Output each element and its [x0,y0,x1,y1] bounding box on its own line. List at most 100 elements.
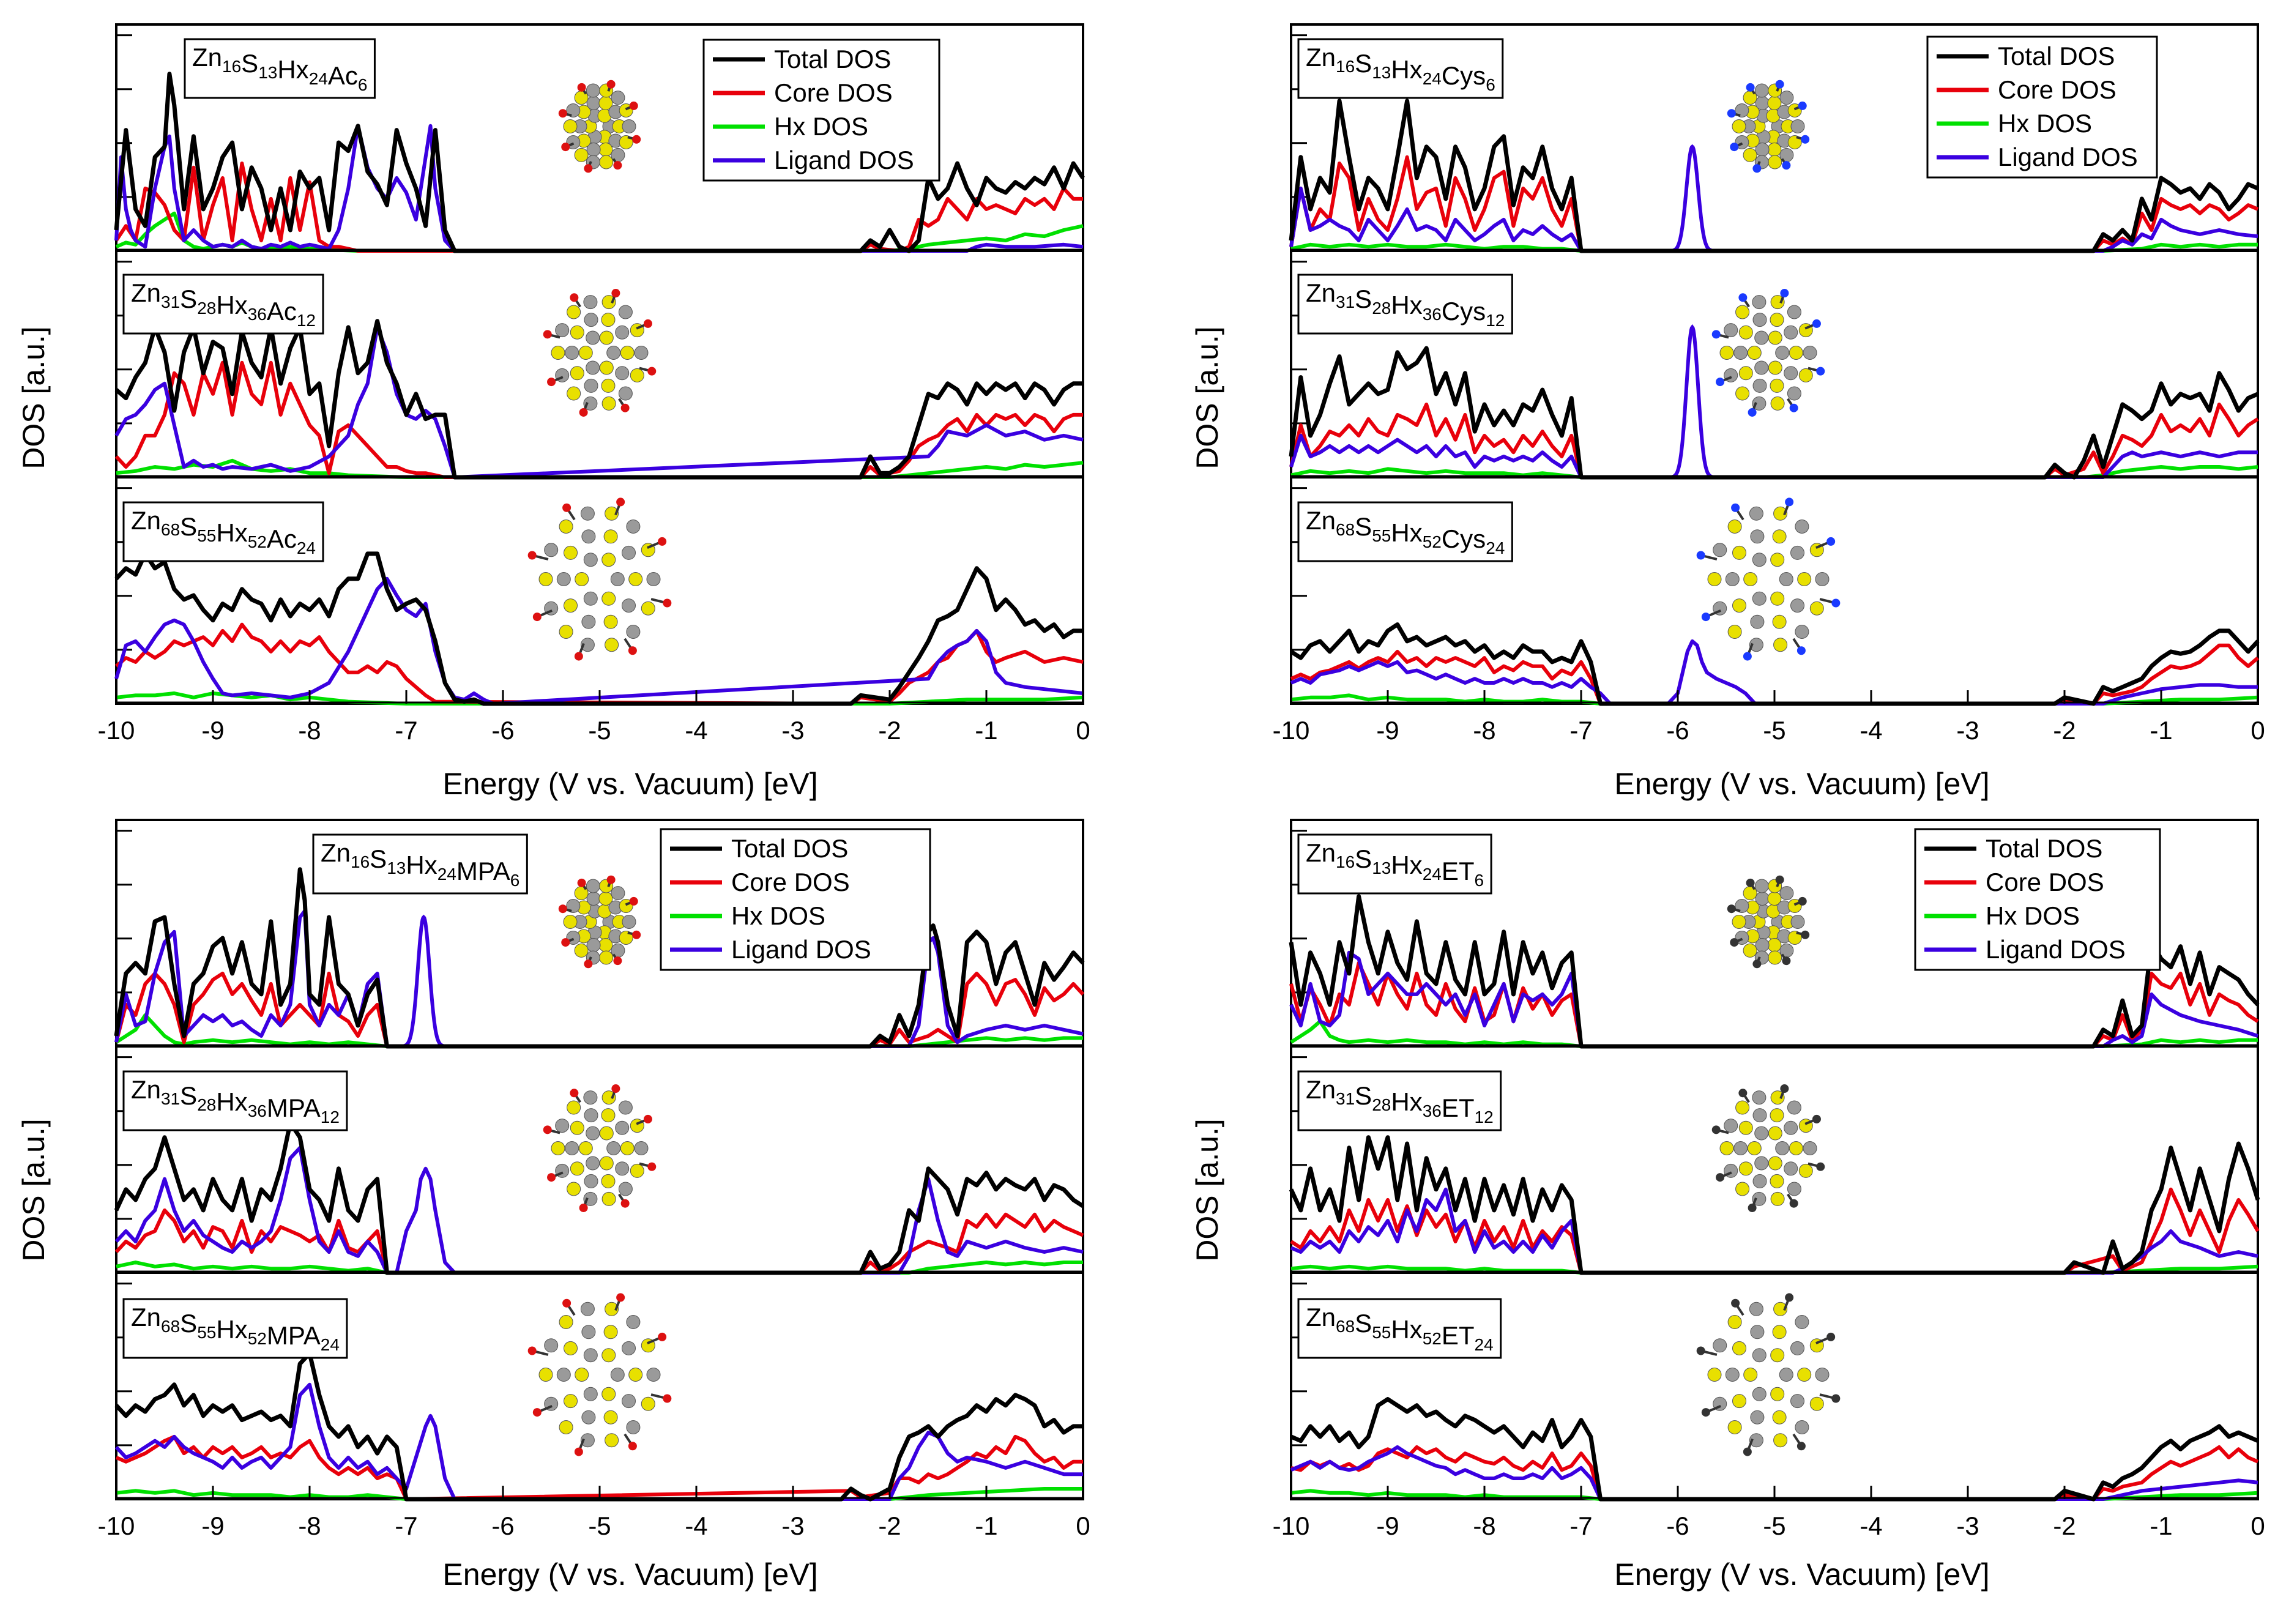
subplot-title: Zn31S28Hx36Cys12 [1297,274,1513,335]
core-legend-label: Core DOS [731,868,850,896]
ligand-dos-line [1290,1187,2258,1275]
hx-dos-line [115,1013,1083,1048]
x-tick-label: 0 [2251,1511,2265,1540]
hx-dos-line [116,1487,1083,1501]
x-tick-label: -10 [1273,716,1310,745]
hx-legend-label: Hx DOS [1986,901,2080,930]
total-dos-line [1290,622,2260,706]
y-axis-label: DOS [a.u.] [17,1119,51,1261]
ligand-peak-line [1669,324,1716,479]
core-dos-line [1290,1187,2260,1275]
ligand-dos-line [1289,433,2258,479]
formula-box [1297,833,1492,895]
x-tick-label: -1 [2150,716,2172,745]
x-tick-label: -6 [1666,1511,1689,1540]
subplot-cys-2: Zn31S28Hx36Cys12 [1289,250,2259,480]
x-tick-label: -8 [1473,716,1495,745]
ligand-dos-line [114,909,1084,1048]
legend: Total DOS Core DOS Hx DOS Ligand DOS [660,828,931,971]
chart-et: Zn16S13Hx24ET6 Zn31S28Hx36ET12 Zn68S55Hx52… [1190,819,2265,1592]
x-tick-label: -2 [2053,716,2076,745]
x-axis: -10 -9 -8 -7 -6 -5 -4 -3 -2 -1 0 [98,1486,1090,1540]
x-tick-label: -3 [1956,1511,1979,1540]
subplot-title: Zn68S55Hx52ET24 [1297,1298,1502,1359]
y-axis-label: DOS [a.u.] [1190,1119,1224,1261]
formula-box [122,1070,348,1131]
subplot-mpa-1: Zn16S13Hx24MPA6 [114,819,1085,1049]
x-tick-label: -1 [975,716,997,745]
x-tick-label: -1 [2150,1511,2172,1540]
chart-ac: Zn16S13Hx24Ac6 Zn31S28Hx36Ac12 Zn68S55Hx52… [17,23,1090,801]
x-tick-label: -6 [1666,716,1689,745]
hx-dos-line [1290,242,2258,253]
x-tick-label: -4 [1860,716,1882,745]
formula-box [122,274,324,335]
ligand-peak-line [1669,144,1716,253]
cluster-structure-image [1711,1084,1825,1212]
core-dos-line [114,360,1083,479]
total-dos-line [114,319,1083,480]
formula-label: Zn68S55Hx52Ac24 [131,506,316,557]
x-axis-label: Energy (V vs. Vacuum) [eV] [1614,767,1989,801]
formula-box [312,833,528,895]
total-dos-line [1290,1397,2259,1502]
x-tick-label: -8 [298,716,321,745]
hx-legend-label: Hx DOS [1998,109,2092,138]
subplot-title: Zn16S13Hx24ET6 [1297,833,1492,895]
total-legend-label: Total DOS [1986,834,2102,863]
x-tick-label: -2 [878,716,901,745]
legend-box [1926,35,2158,179]
legend: Total DOS Core DOS Hx DOS Ligand DOS [1914,828,2161,971]
cluster-structure-image [1727,80,1810,173]
ligand-legend-label: Ligand DOS [731,935,871,964]
x-tick-label: 0 [1076,1511,1090,1540]
subplot-title: Zn68S55Hx52Ac24 [122,501,324,562]
subplot-et-2: Zn31S28Hx36ET12 [1289,1045,2260,1275]
x-tick-label: -6 [491,1511,514,1540]
formula-box [1297,501,1513,562]
x-tick-label: -4 [685,716,707,745]
x-tick-label: -8 [298,1511,321,1540]
total-dos-line [114,72,1085,253]
total-dos-line [1289,99,2259,253]
subplot-title: Zn68S55Hx52MPA24 [122,1298,348,1359]
x-tick-label: -4 [1860,1511,1882,1540]
cluster-structure-image [558,875,641,969]
ligand-dos-line [1289,186,2258,253]
formula-label: Zn68S55Hx52Cys24 [1306,506,1505,557]
core-dos-line [1290,643,2259,706]
formula-box [184,38,376,99]
core-legend-label: Core DOS [1986,868,2104,896]
x-tick-label: -7 [1569,716,1592,745]
x-tick-label: -5 [588,716,611,745]
ligand-dos-line [114,124,1084,253]
subplot-title: Zn16S13Hx24Ac6 [184,38,376,99]
core-dos-line [1289,961,2259,1048]
core-legend-label: Core DOS [774,78,893,107]
x-tick-label: -5 [588,1511,611,1540]
x-tick-label: -10 [1273,1511,1310,1540]
ligand-peak-line [400,914,447,1048]
hx-legend-label: Hx DOS [731,901,825,930]
total-legend-label: Total DOS [774,45,891,73]
core-dos-line [114,971,1085,1048]
formula-box [122,1298,348,1359]
formula-label: Zn31S28Hx36MPA12 [131,1075,340,1127]
legend: Total DOS Core DOS Hx DOS Ligand DOS [702,39,940,182]
y-axis-label: DOS [a.u.] [17,326,51,469]
ligand-dos-line [1290,1445,2258,1501]
formula-box [1297,274,1513,335]
formula-box [1297,1298,1502,1359]
core-dos-line [1289,402,2259,479]
core-dos-line [114,1208,1084,1275]
cluster-structure-image [1727,875,1810,969]
hx-legend-label: Hx DOS [774,112,868,141]
x-tick-label: 0 [2251,716,2265,745]
x-axis: -10 -9 -8 -7 -6 -5 -4 -3 -2 -1 0 [1273,690,2265,745]
total-dos-line [1289,346,2259,480]
ligand-dos-line [1290,639,2258,706]
legend: Total DOS Core DOS Hx DOS Ligand DOS [1926,35,2158,179]
x-tick-label: 0 [1076,716,1090,745]
